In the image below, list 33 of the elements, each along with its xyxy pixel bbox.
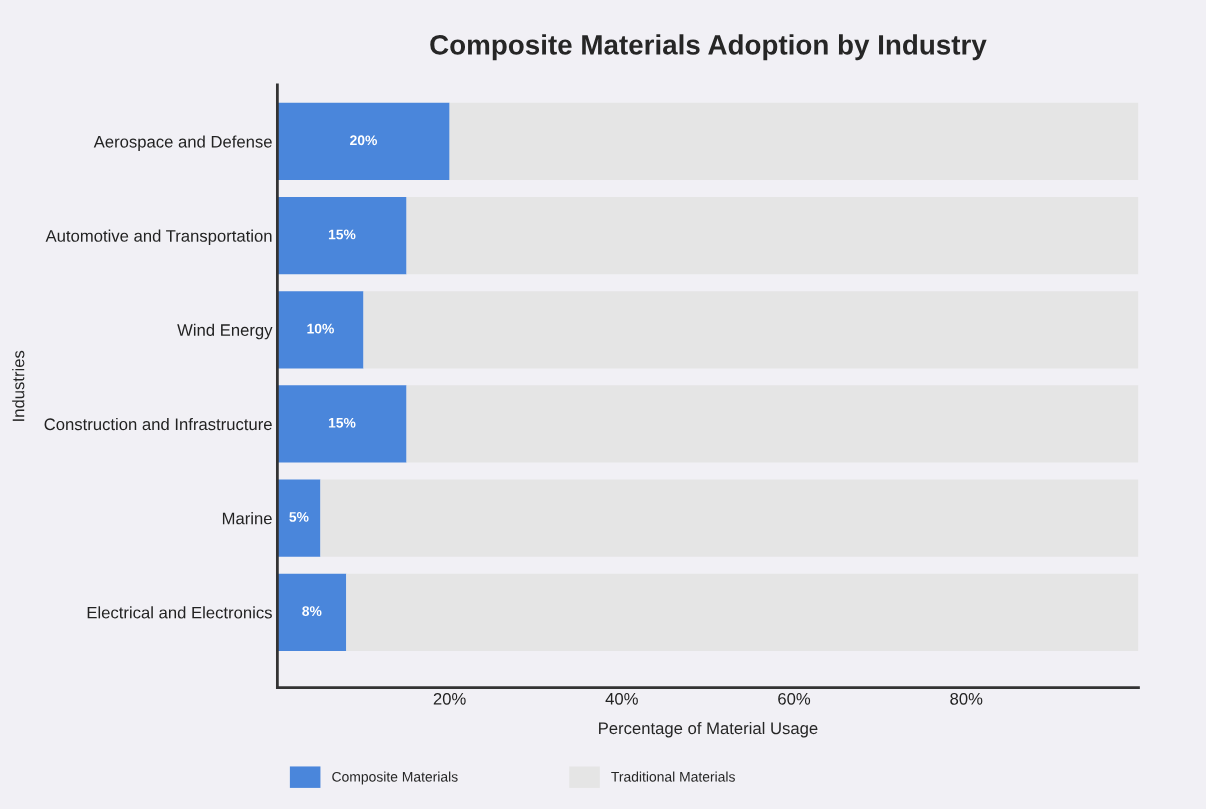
bar	[277, 479, 321, 557]
data-label: 8%	[302, 606, 322, 617]
legend-label: Composite Materials	[332, 771, 458, 785]
bar	[277, 197, 407, 275]
y-tick-label: Electrical and Electronics	[87, 606, 272, 619]
y-axis-title: Industries	[12, 350, 25, 421]
data-label: 20%	[350, 135, 378, 146]
x-tick-label: 20%	[433, 692, 466, 705]
bar	[320, 479, 1139, 557]
x-axis-title: Percentage of Material Usage	[599, 721, 818, 738]
data-label: 15%	[328, 417, 356, 428]
bar	[363, 291, 1139, 369]
bar	[277, 573, 347, 651]
x-tick-label: 40%	[605, 692, 638, 705]
bar	[277, 102, 450, 181]
y-tick-label: Automotive and Transportation	[45, 229, 272, 246]
data-label: 10%	[307, 323, 334, 334]
chart-title: Composite Materials Adoption by Industry	[430, 34, 987, 61]
x-tick-label: 60%	[778, 692, 811, 705]
bar	[277, 291, 364, 369]
data-label: 15%	[328, 229, 356, 240]
y-tick-label: Wind Energy	[177, 323, 273, 340]
bar	[406, 197, 1139, 275]
bar	[346, 573, 1139, 651]
y-tick-label: Aerospace and Defense	[93, 135, 272, 151]
bar	[277, 385, 407, 463]
data-label: 5%	[289, 512, 309, 522]
bar	[406, 385, 1139, 463]
bar	[449, 102, 1139, 181]
y-tick-label: Marine	[222, 512, 272, 525]
x-tick-label: 80%	[950, 692, 983, 705]
legend-label: Traditional Materials	[611, 771, 735, 782]
y-tick-label: Construction and Infrastructure	[44, 417, 272, 431]
